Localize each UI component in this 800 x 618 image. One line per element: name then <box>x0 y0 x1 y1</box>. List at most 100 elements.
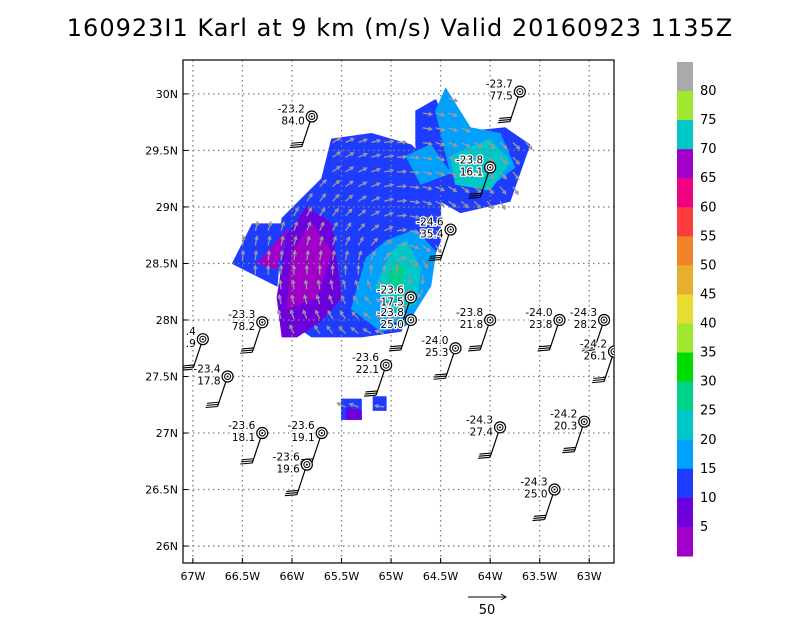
wind-vector-head <box>515 175 520 180</box>
wind-barb-flag <box>388 349 401 352</box>
wind-vector <box>304 280 308 290</box>
station-temperature: -23.6 <box>273 452 300 464</box>
wind-vector-head <box>389 168 395 173</box>
station-temperature: -23.4 <box>193 363 220 375</box>
wind-vector <box>267 236 271 246</box>
station-value: 25.0 <box>524 489 547 501</box>
station-value: 19.1 <box>291 432 314 444</box>
colorbar-label: 45 <box>700 287 717 302</box>
wind-vector-head <box>279 249 284 255</box>
station-value: 27.4 <box>470 426 494 438</box>
wind-barb-flag <box>240 462 253 465</box>
wind-vector <box>388 286 398 291</box>
wind-vector-head <box>331 249 336 255</box>
wind-vector-head <box>317 264 322 270</box>
colorbar-label: 10 <box>700 491 717 506</box>
y-tick-label: 26N <box>156 540 178 553</box>
wind-vector <box>344 222 352 232</box>
wind-vector-head <box>375 210 381 215</box>
wind-barb-flag <box>533 514 547 517</box>
wind-vector-head <box>386 315 392 321</box>
wind-vector <box>409 244 419 249</box>
station: -23.417.8 <box>192 362 234 409</box>
wind-vector <box>435 215 444 222</box>
wind-vector-head <box>440 127 446 132</box>
wind-vector-head <box>477 174 483 179</box>
wind-vector-head <box>452 187 458 193</box>
wind-vector <box>351 327 359 335</box>
wind-vector <box>355 280 359 290</box>
wind-vector <box>330 280 334 290</box>
wind-barb-flag <box>365 390 378 393</box>
wind-vector-head <box>254 220 260 226</box>
colorbar-label: 5 <box>700 520 708 535</box>
wind-vector-head <box>322 179 327 184</box>
wind-vector-head <box>428 156 433 161</box>
chart-title: 160923I1 Karl at 9 km (m/s) Valid 201609… <box>66 14 734 42</box>
x-tick-label: 66.5W <box>225 570 260 583</box>
station-marker-dot <box>553 488 556 491</box>
station: -24.635.4 <box>415 215 457 262</box>
wind-vector-head <box>265 264 271 270</box>
wind-vector-head <box>465 158 471 163</box>
wind-vector-head <box>371 250 376 256</box>
wind-vector-head <box>278 264 284 270</box>
y-tick-label: 30N <box>156 88 178 101</box>
wind-vector-head <box>440 172 446 177</box>
wind-vector <box>279 280 282 290</box>
wind-vector <box>409 185 419 189</box>
wind-vector <box>448 127 458 132</box>
wind-vector-head <box>330 264 335 270</box>
wind-vector-head <box>319 235 324 241</box>
wind-vector <box>409 171 419 174</box>
wind-vector <box>422 200 432 205</box>
station-marker-dot <box>320 432 323 435</box>
station-temperature: -23.6 <box>352 352 379 364</box>
station-marker-inner <box>382 361 390 369</box>
wind-vector <box>512 142 520 150</box>
wind-vector <box>435 156 445 161</box>
wind-vector-head <box>333 221 338 227</box>
wind-vector <box>306 236 310 246</box>
wind-vector <box>332 180 340 188</box>
wind-vector-head <box>350 326 355 332</box>
station-temperature: -24.0 <box>525 307 552 319</box>
station-value: 21.8 <box>460 319 483 331</box>
wind-vector <box>383 198 394 202</box>
station-marker-inner <box>447 226 455 234</box>
wind-vector <box>345 180 354 188</box>
wind-vector-head <box>341 279 347 285</box>
wind-barb-flag <box>364 392 377 395</box>
station: -24.325.0 <box>519 475 561 522</box>
wind-vector-head <box>389 153 395 159</box>
wind-vector <box>290 310 295 320</box>
wind-vector <box>280 251 283 261</box>
station-marker-dot <box>489 166 492 169</box>
wind-vector-head <box>289 324 294 329</box>
wind-vector <box>315 310 321 320</box>
wind-vector <box>409 215 419 219</box>
wind-vector-head <box>293 235 298 241</box>
station-value: 23.8 <box>529 319 552 331</box>
station-marker-inner <box>496 423 504 431</box>
wind-barb-flag <box>433 377 446 380</box>
wind-barb-flag <box>582 349 595 352</box>
wind-vector-head <box>293 220 299 226</box>
wind-vector-head <box>267 235 272 241</box>
wind-vector <box>367 280 372 290</box>
wind-vector-head <box>350 137 355 142</box>
wind-vector-head <box>428 111 434 117</box>
y-tick-label: 27N <box>156 427 178 440</box>
wind-barb-flag <box>241 347 254 350</box>
wind-vector <box>499 171 507 179</box>
wind-vector-head <box>349 180 354 185</box>
wind-barb-flag <box>206 401 220 404</box>
station-value: 28.2 <box>574 319 597 331</box>
wind-vector-head <box>328 294 333 300</box>
wind-vector <box>358 181 367 188</box>
wind-vector <box>371 154 381 158</box>
wind-barb-flag <box>284 494 297 497</box>
wind-vector-head <box>366 279 371 285</box>
wind-vector-head <box>307 221 312 226</box>
wind-vector-head <box>389 211 394 217</box>
